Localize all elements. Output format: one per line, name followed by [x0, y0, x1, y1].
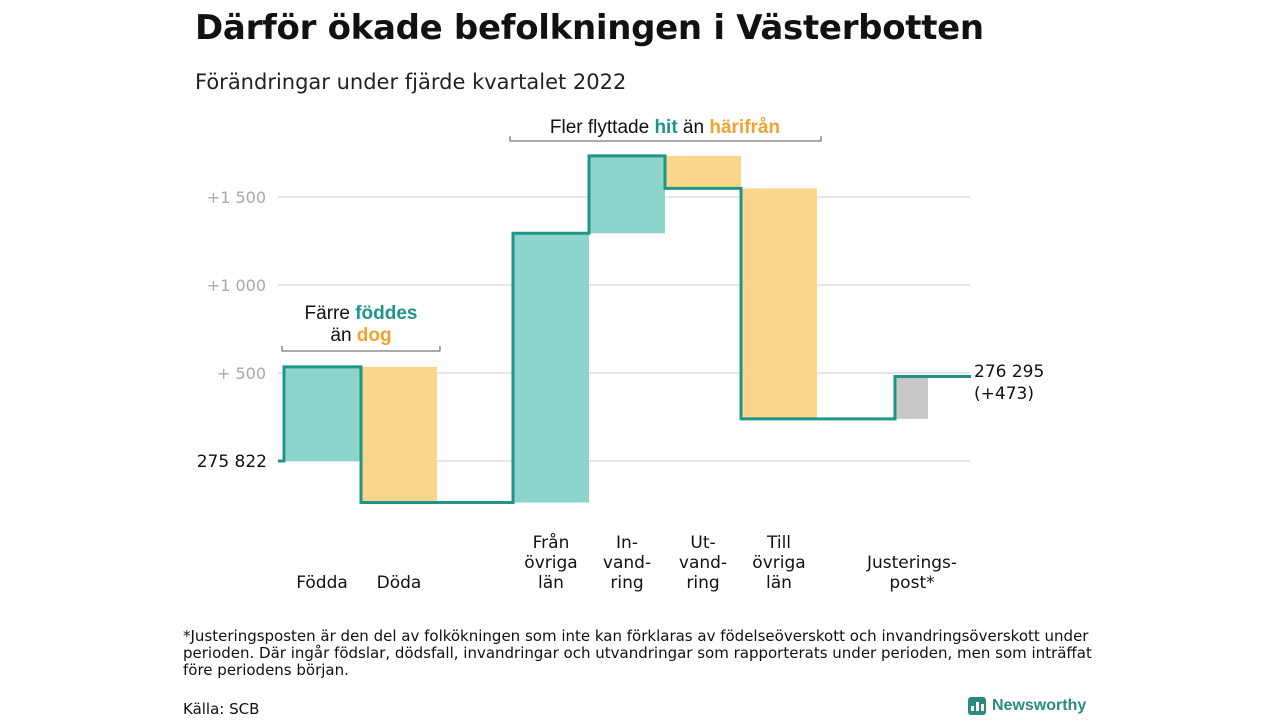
births-annotation-line1: Färre föddes [305, 303, 418, 324]
x-category-label-line: län [538, 573, 564, 593]
waterfall-bar [513, 233, 589, 503]
migration-annotation: Fler flyttade hit än härifrån [550, 117, 780, 138]
bar-layer [284, 155, 928, 503]
end-change-label: (+473) [974, 384, 1034, 404]
births-bracket [281, 346, 441, 352]
x-category-label: Döda [377, 573, 422, 593]
end-value-label: 276 295 [974, 362, 1044, 382]
migration-annotation-middle: än [678, 117, 710, 138]
waterfall-bar [665, 155, 741, 189]
chart-subtitle: Förändringar under fjärde kvartalet 2022 [195, 70, 627, 94]
migration-annotation-harifran: härifrån [709, 117, 780, 138]
migration-annotation-hit: hit [654, 117, 678, 138]
x-category-label-line: Från [533, 532, 570, 553]
migration-bracket [509, 136, 822, 142]
x-category-label-line: post* [889, 573, 934, 593]
x-category-label-line: övriga [524, 553, 577, 573]
x-category-label-line: län [766, 573, 792, 593]
x-category-label-line: Döda [377, 573, 422, 593]
waterfall-bar [589, 155, 665, 234]
x-category-label-line: Födda [296, 573, 348, 593]
x-category-label-line: Ut- [690, 533, 715, 553]
start-value-label: 275 822 [197, 452, 267, 472]
x-category-label-line: In- [616, 533, 638, 553]
migration-annotation-prefix: Fler flyttade [550, 117, 655, 138]
newsworthy-logo: Newsworthy [968, 697, 1086, 715]
y-tick-label: +1 500 [207, 188, 266, 207]
source-label: Källa: SCB [183, 700, 260, 718]
waterfall-bar [741, 188, 817, 419]
x-category-label-line: Justerings- [866, 553, 957, 573]
x-category-label: Från övriga län [524, 532, 577, 593]
x-category-label-line: ring [610, 573, 643, 593]
brand-name: Newsworthy [992, 697, 1087, 714]
newsworthy-logo-icon [968, 697, 986, 715]
line-layer [278, 154, 971, 505]
x-category-label-line: vand- [603, 553, 651, 573]
births-annotation-line2: än dog [330, 325, 391, 346]
births-annotation-word: föddes [355, 303, 417, 324]
deaths-annotation-word: dog [357, 325, 392, 346]
births-annotation-prefix: Färre [305, 303, 356, 324]
cumulative-step-line [278, 154, 971, 505]
births-annotation-prefix2: än [330, 325, 356, 346]
x-category-label: Justerings-post* [866, 553, 957, 593]
waterfall-bar [284, 366, 360, 461]
footnote: *Justeringsposten är den del av folkökni… [183, 627, 1092, 679]
x-category-label-line: Till [766, 533, 791, 553]
x-category-label: Till övriga län [752, 533, 805, 593]
y-tick-label: + 500 [217, 364, 266, 383]
x-category-label-line: vand- [679, 553, 727, 573]
x-category-label-line: ring [686, 573, 719, 593]
x-category-label-line: övriga [752, 553, 805, 573]
x-category-label: In-vand-ring [603, 533, 651, 593]
y-tick-label: +1 000 [207, 276, 266, 295]
chart-title: Därför ökade befolkningen i Västerbotten [195, 8, 984, 48]
x-category-label: Ut-vand-ring [679, 533, 727, 593]
waterfall-bar [361, 366, 437, 503]
x-category-label: Födda [296, 573, 348, 593]
waterfall-bar [895, 376, 928, 419]
